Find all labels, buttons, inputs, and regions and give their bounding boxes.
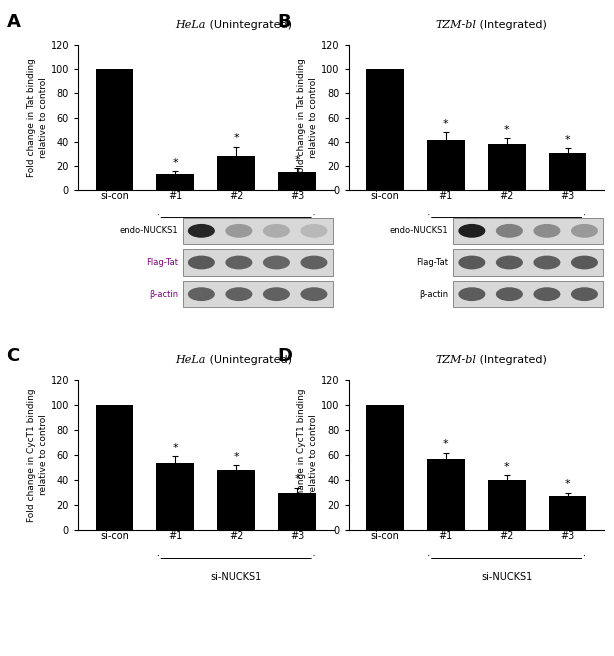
Ellipse shape bbox=[496, 224, 523, 237]
Text: *: * bbox=[565, 134, 570, 145]
Text: *: * bbox=[173, 157, 178, 168]
Ellipse shape bbox=[225, 287, 252, 301]
Text: *: * bbox=[294, 155, 300, 165]
Bar bbox=[96, 405, 133, 530]
Ellipse shape bbox=[188, 224, 215, 237]
Text: si-NUCKS1: si-NUCKS1 bbox=[481, 572, 532, 582]
Ellipse shape bbox=[459, 256, 486, 270]
Bar bbox=[278, 493, 316, 530]
Ellipse shape bbox=[534, 224, 561, 237]
Bar bbox=[453, 218, 603, 244]
Bar bbox=[366, 405, 404, 530]
Y-axis label: Fold change in Tat binding
relative to control: Fold change in Tat binding relative to c… bbox=[297, 58, 318, 177]
Ellipse shape bbox=[300, 287, 327, 301]
Text: A: A bbox=[7, 13, 20, 31]
Ellipse shape bbox=[225, 256, 252, 270]
Text: endo-NUCKS1: endo-NUCKS1 bbox=[119, 226, 178, 236]
Bar bbox=[488, 144, 526, 190]
Text: *: * bbox=[504, 125, 510, 135]
Y-axis label: Fold change in Tat binding
relative to control: Fold change in Tat binding relative to c… bbox=[27, 58, 48, 177]
Ellipse shape bbox=[459, 287, 486, 301]
Bar bbox=[182, 218, 333, 244]
Ellipse shape bbox=[300, 256, 327, 270]
Bar bbox=[182, 249, 333, 276]
Ellipse shape bbox=[571, 287, 598, 301]
Text: si-NUCKS1: si-NUCKS1 bbox=[211, 572, 262, 582]
Bar bbox=[157, 174, 194, 190]
Bar bbox=[182, 281, 333, 308]
Text: D: D bbox=[277, 347, 292, 365]
Ellipse shape bbox=[263, 224, 290, 237]
Text: β-actin: β-actin bbox=[419, 290, 448, 298]
Ellipse shape bbox=[225, 224, 252, 237]
Bar bbox=[427, 140, 465, 190]
Text: *: * bbox=[504, 462, 510, 472]
Text: C: C bbox=[7, 347, 20, 365]
Text: (Unintegrated): (Unintegrated) bbox=[206, 355, 292, 365]
Text: HeLa: HeLa bbox=[176, 355, 206, 365]
Text: *: * bbox=[173, 443, 178, 453]
Bar bbox=[549, 496, 586, 530]
Text: (Integrated): (Integrated) bbox=[476, 355, 547, 365]
Text: TZM-bl: TZM-bl bbox=[435, 355, 476, 365]
Text: Flag-Tat: Flag-Tat bbox=[146, 258, 178, 267]
Ellipse shape bbox=[496, 256, 523, 270]
Y-axis label: Fold change in CycT1 binding
relative to control: Fold change in CycT1 binding relative to… bbox=[27, 388, 48, 522]
Ellipse shape bbox=[188, 287, 215, 301]
Bar bbox=[488, 480, 526, 530]
Ellipse shape bbox=[459, 224, 486, 237]
Bar bbox=[157, 462, 194, 530]
Ellipse shape bbox=[534, 287, 561, 301]
Text: (Integrated): (Integrated) bbox=[476, 20, 547, 30]
Bar bbox=[453, 281, 603, 308]
Text: *: * bbox=[233, 452, 239, 462]
Text: *: * bbox=[565, 480, 570, 489]
Bar bbox=[427, 459, 465, 530]
Text: *: * bbox=[294, 474, 300, 484]
Ellipse shape bbox=[534, 256, 561, 270]
Text: Flag-Tat: Flag-Tat bbox=[416, 258, 448, 267]
Ellipse shape bbox=[571, 256, 598, 270]
Ellipse shape bbox=[571, 224, 598, 237]
Ellipse shape bbox=[263, 287, 290, 301]
Bar bbox=[217, 470, 255, 530]
Text: B: B bbox=[277, 13, 290, 31]
Y-axis label: Fold change in CycT1 binding
relative to control: Fold change in CycT1 binding relative to… bbox=[297, 388, 318, 522]
Text: HeLa: HeLa bbox=[176, 20, 206, 30]
Text: endo-NUCKS1: endo-NUCKS1 bbox=[390, 226, 448, 236]
Text: si-NUCKS1: si-NUCKS1 bbox=[211, 231, 262, 241]
Bar bbox=[549, 153, 586, 190]
Text: *: * bbox=[443, 440, 449, 449]
Text: (Unintegrated): (Unintegrated) bbox=[206, 20, 292, 30]
Bar bbox=[217, 156, 255, 190]
Bar bbox=[366, 69, 404, 190]
Bar bbox=[278, 172, 316, 190]
Text: TZM-bl: TZM-bl bbox=[435, 20, 476, 30]
Ellipse shape bbox=[496, 287, 523, 301]
Bar bbox=[96, 69, 133, 190]
Text: *: * bbox=[233, 133, 239, 144]
Text: β-actin: β-actin bbox=[149, 290, 178, 298]
Text: si-NUCKS1: si-NUCKS1 bbox=[481, 231, 532, 241]
Ellipse shape bbox=[300, 224, 327, 237]
Bar bbox=[453, 249, 603, 276]
Ellipse shape bbox=[188, 256, 215, 270]
Text: *: * bbox=[443, 119, 449, 129]
Ellipse shape bbox=[263, 256, 290, 270]
